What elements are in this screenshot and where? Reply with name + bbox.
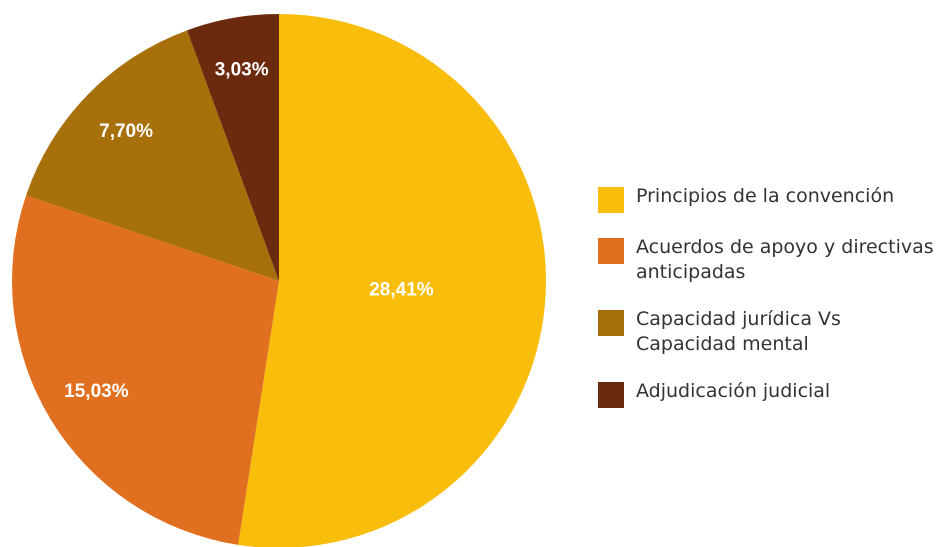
legend-item: Adjudicación judicial xyxy=(598,379,942,408)
legend: Principios de la convención Acuerdos de a… xyxy=(598,184,942,408)
slice-label: 3,03% xyxy=(215,60,269,81)
legend-item: Acuerdos de apoyo y directivas anticipad… xyxy=(598,235,942,285)
slice-label: 15,03% xyxy=(64,381,129,402)
pie-chart: 28,41% 15,03% 7,70% 3,03% xyxy=(12,14,546,547)
legend-item: Principios de la convención xyxy=(598,184,942,213)
legend-label: Acuerdos de apoyo y directivas anticipad… xyxy=(636,236,934,283)
legend-label: Adjudicación judicial xyxy=(636,380,831,402)
pie-slice xyxy=(26,30,279,281)
pie-slice xyxy=(12,195,279,545)
legend-swatch xyxy=(598,238,624,264)
slice-label: 28,41% xyxy=(369,279,434,300)
legend-label: Capacidad jurídica Vs Capacidad mental xyxy=(636,308,841,355)
legend-swatch xyxy=(598,382,624,408)
legend-swatch xyxy=(598,310,624,336)
legend-label: Principios de la convención xyxy=(636,185,895,207)
legend-item: Capacidad jurídica Vs Capacidad mental xyxy=(598,307,942,357)
legend-swatch xyxy=(598,187,624,213)
pie-slice xyxy=(238,14,546,547)
pie-slice xyxy=(187,14,279,281)
slice-label: 7,70% xyxy=(99,121,153,142)
